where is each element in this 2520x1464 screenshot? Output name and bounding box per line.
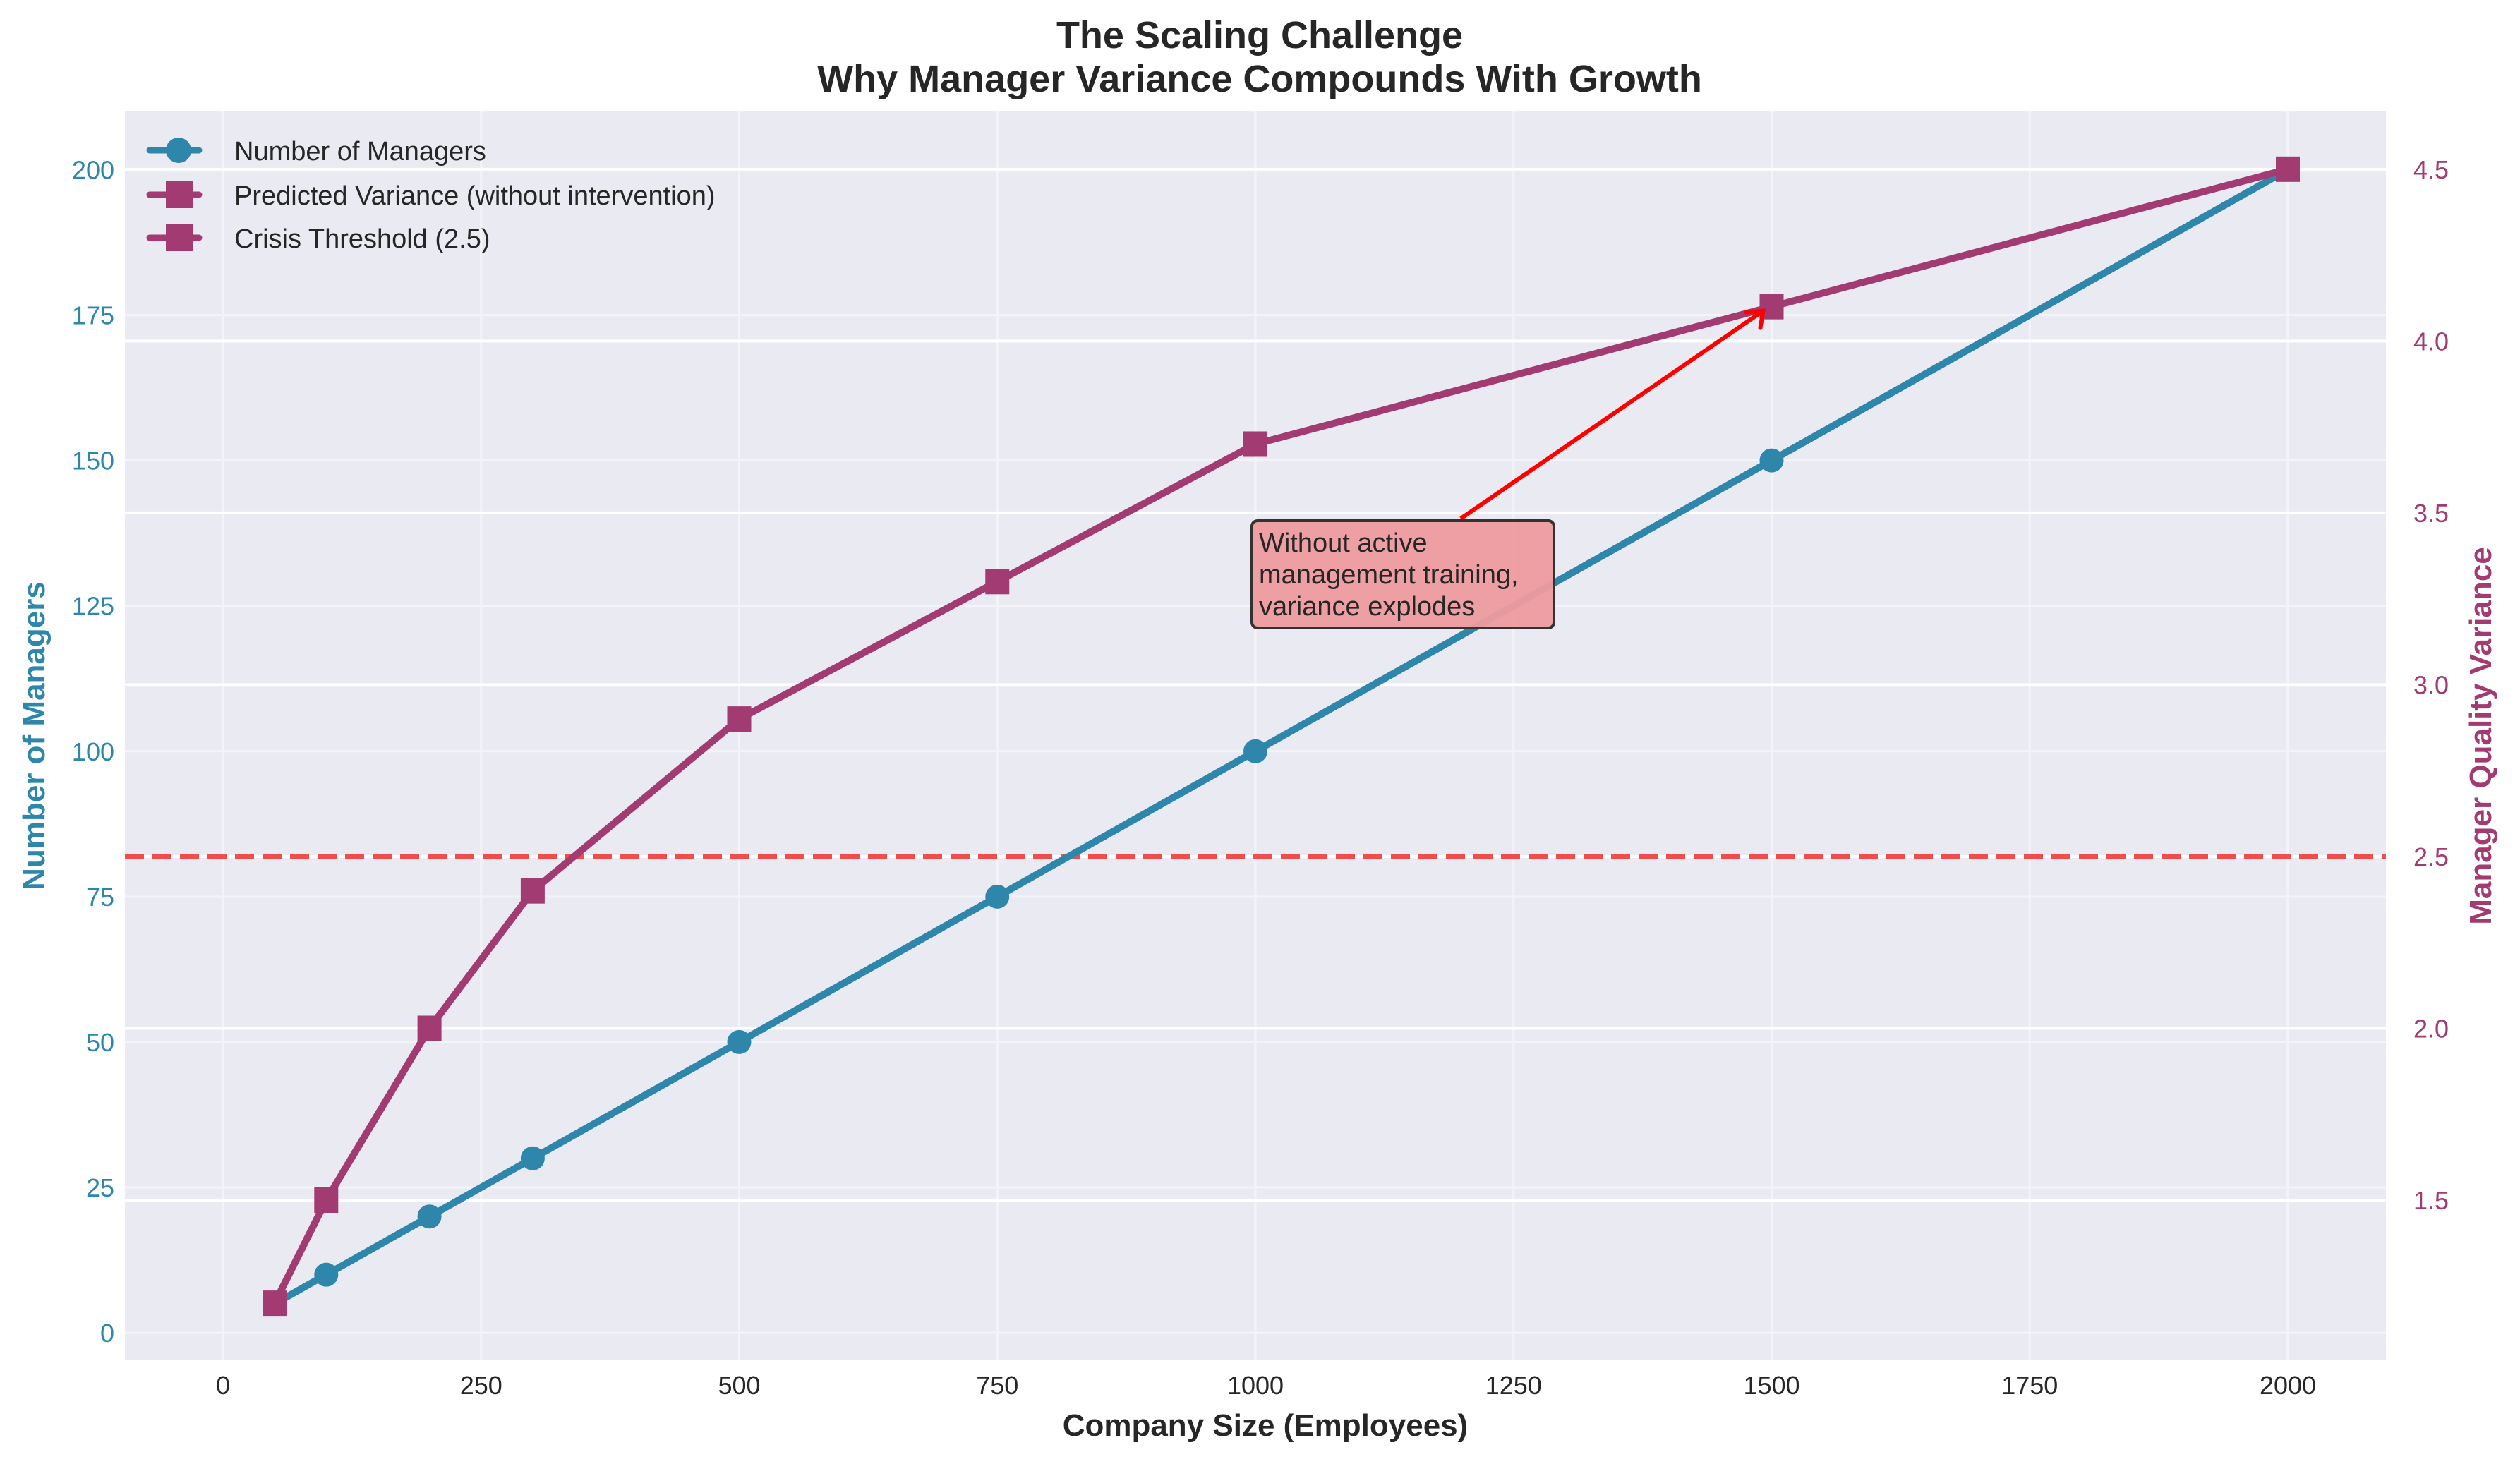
variance-point — [417, 1015, 442, 1041]
managers-point — [520, 1146, 545, 1170]
legend-item: Crisis Threshold (2.5) — [146, 224, 490, 254]
legend-square-marker — [166, 224, 193, 251]
managers-point — [417, 1204, 442, 1229]
series-layer — [263, 156, 2301, 1317]
annotation-arrowhead — [1744, 308, 1766, 330]
x-tick-label: 1750 — [2001, 1371, 2058, 1400]
y-right-axis-label: Manager Quality Variance — [2464, 547, 2498, 925]
legend-item: Number of Managers — [146, 137, 486, 167]
annotation-line: management training, — [1259, 560, 1519, 590]
y-right-tick-label: 1.5 — [2413, 1186, 2449, 1215]
legend-item: Predicted Variance (without intervention… — [146, 181, 716, 211]
x-tick-label: 1250 — [1485, 1371, 1542, 1400]
managers-point — [1243, 739, 1267, 763]
chart-subtitle: Why Manager Variance Compounds With Grow… — [817, 58, 1702, 100]
legend-square-marker — [166, 181, 193, 208]
x-tick-label: 1000 — [1227, 1371, 1284, 1400]
managers-point — [985, 884, 1010, 909]
y-left-tick-label: 50 — [86, 1028, 114, 1057]
y-left-tick-label: 100 — [72, 737, 114, 766]
x-tick-label: 2000 — [2260, 1371, 2316, 1400]
legend-circle-marker — [166, 138, 191, 163]
y-right-tick-label: 2.0 — [2413, 1014, 2449, 1043]
variance-point — [520, 878, 545, 904]
annotation-line: Without active — [1259, 528, 1428, 558]
x-tick-label: 1500 — [1743, 1371, 1799, 1400]
x-tick-label: 250 — [460, 1371, 502, 1400]
legend-label: Number of Managers — [234, 137, 486, 167]
y-left-tick-label: 150 — [72, 447, 114, 476]
annotation-text: Without active management training, vari… — [1259, 528, 1526, 622]
y-left-axis-ticks: 0 25 50 75 100 125 150 175 200 — [72, 155, 114, 1348]
x-axis-ticks: 0 250 500 750 1000 1250 1500 1750 2000 — [216, 1371, 2316, 1400]
x-axis-label: Company Size (Employees) — [1063, 1408, 1469, 1443]
y-right-tick-label: 2.5 — [2413, 842, 2449, 871]
managers-point — [314, 1262, 339, 1287]
annotation-box — [1250, 519, 1555, 629]
x-tick-label: 0 — [216, 1371, 230, 1400]
legend: Number of Managers Predicted Variance (w… — [146, 137, 716, 254]
annotation-line: variance explodes — [1259, 592, 1475, 622]
variance-point — [314, 1187, 339, 1214]
managers-point — [727, 1029, 752, 1054]
y-right-tick-label: 4.5 — [2413, 155, 2449, 184]
y-left-tick-label: 200 — [72, 155, 114, 184]
y-left-axis-label: Number of Managers — [17, 581, 52, 890]
y-right-axis-ticks: 1.5 2.0 2.5 3.0 3.5 4.0 4.5 — [2413, 155, 2449, 1215]
x-tick-label: 500 — [718, 1371, 760, 1400]
y-left-tick-label: 75 — [86, 883, 114, 912]
legend-label: Predicted Variance (without intervention… — [234, 181, 716, 211]
y-right-tick-label: 3.0 — [2413, 670, 2449, 699]
y-left-tick-label: 0 — [100, 1319, 114, 1348]
annotation: Without active management training, vari… — [1250, 308, 1766, 629]
x-tick-label: 750 — [976, 1371, 1018, 1400]
variance-point — [2276, 156, 2301, 182]
chart-title: The Scaling Challenge — [1056, 14, 1463, 56]
y-right-tick-label: 4.0 — [2413, 327, 2449, 356]
y-left-tick-label: 25 — [86, 1173, 114, 1202]
annotation-arrow — [1459, 309, 1765, 521]
y-left-tick-label: 125 — [72, 592, 114, 621]
variance-point — [1243, 431, 1267, 457]
variance-point — [727, 706, 752, 732]
managers-point — [1759, 448, 1784, 473]
y-right-tick-label: 3.5 — [2413, 499, 2449, 528]
y-left-tick-label: 175 — [72, 301, 114, 330]
legend-label: Crisis Threshold (2.5) — [234, 224, 490, 254]
variance-point — [985, 569, 1010, 595]
variance-point — [263, 1290, 287, 1317]
